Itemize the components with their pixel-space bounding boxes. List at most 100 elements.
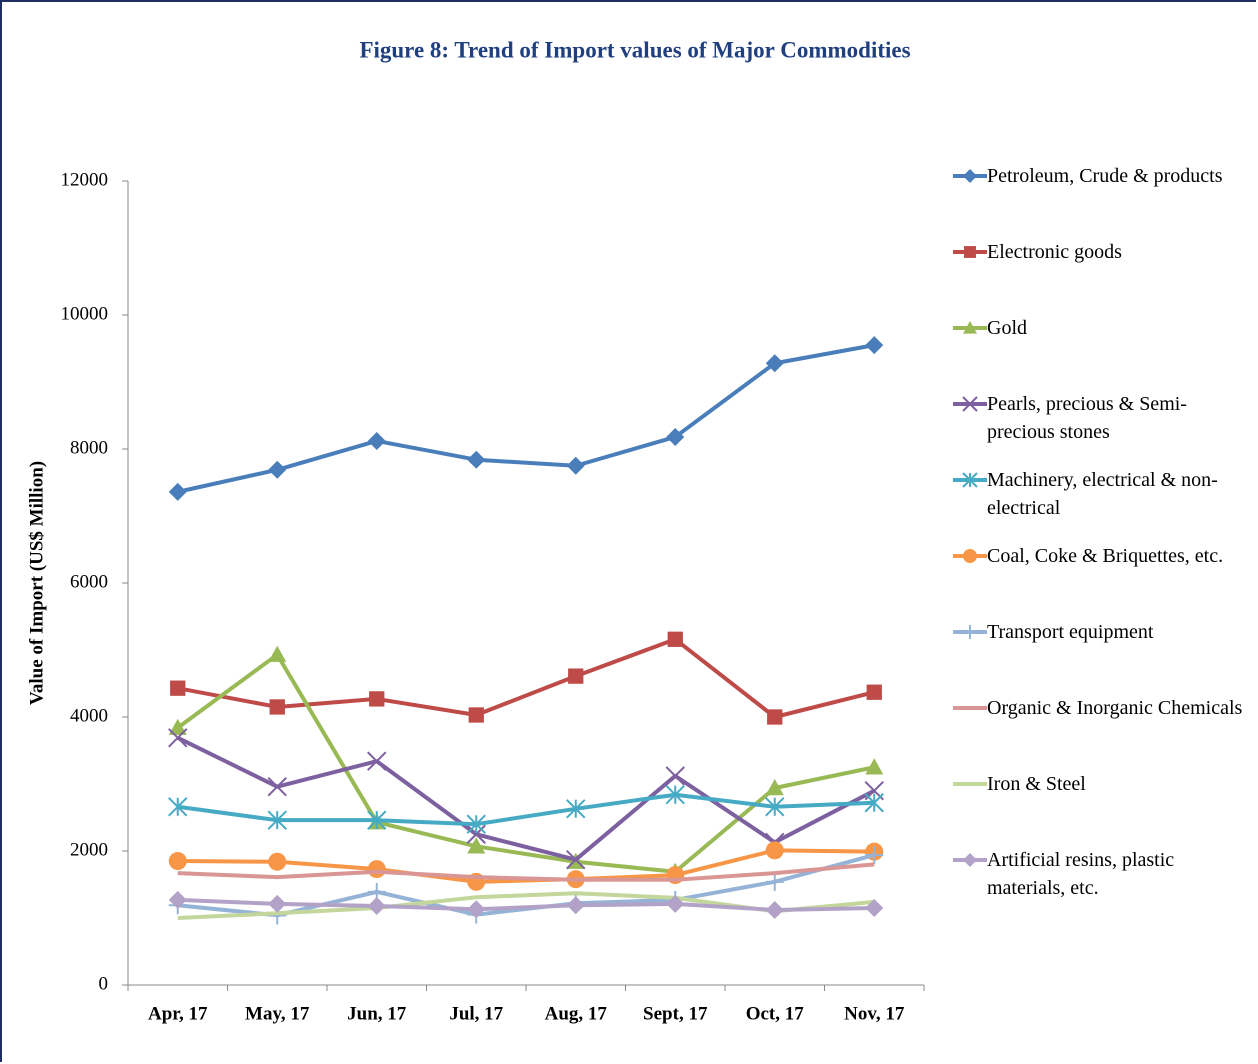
data-point: [566, 799, 586, 819]
data-point: [566, 850, 586, 870]
legend-item: Machinery, electrical & non-electrical: [953, 468, 1253, 522]
x-tick-label: Oct, 17: [746, 1003, 805, 1024]
data-point: [467, 837, 486, 854]
legend-label: Coal, Coke & Briquettes, etc.: [987, 545, 1224, 567]
marker: [963, 169, 977, 183]
data-point: [468, 707, 484, 723]
legend-item: Petroleum, Crude & products: [953, 164, 1253, 190]
data-point: [268, 645, 287, 662]
legend-label: Iron & Steel: [987, 773, 1086, 795]
marker: [963, 853, 977, 867]
legend-label: Petroleum, Crude & products: [987, 165, 1223, 187]
y-tick-label: 6000: [70, 571, 108, 592]
data-point: [367, 896, 386, 915]
data-point: [267, 810, 287, 830]
data-point: [765, 779, 784, 796]
legend-item: Iron & Steel: [953, 772, 1253, 798]
legend-swatch: [953, 782, 987, 786]
data-point: [866, 684, 882, 700]
marker: [964, 246, 976, 258]
data-point: [765, 354, 784, 373]
legend-swatch: [953, 472, 987, 488]
series-line: [177, 792, 875, 827]
y-tick-label: 0: [99, 973, 109, 994]
y-tick-label: 8000: [70, 437, 108, 458]
data-point: [765, 900, 784, 919]
series-line: [176, 735, 876, 862]
legend-label: Organic & Inorganic Chemicals: [987, 697, 1243, 719]
data-point: [170, 680, 186, 696]
data-point: [568, 668, 584, 684]
data-point: [268, 852, 287, 871]
data-point: [865, 846, 884, 865]
series-line: [177, 848, 875, 884]
data-point: [667, 631, 683, 647]
legend-swatch: [953, 853, 987, 867]
y-tick-label: 4000: [70, 705, 108, 726]
marker: [962, 396, 978, 412]
data-point: [367, 860, 386, 879]
data-point: [168, 852, 187, 871]
series-line: [177, 637, 875, 719]
marker: [963, 549, 977, 563]
legend-label: Gold: [987, 317, 1027, 339]
y-tick-label: 12000: [61, 169, 109, 190]
legend-label: Machinery, electrical & non-electrical: [987, 469, 1218, 519]
x-tick-label: Apr, 17: [148, 1003, 208, 1024]
legend-label: Electronic goods: [987, 241, 1122, 263]
legend-swatch: [953, 246, 987, 258]
series-line: [177, 862, 875, 882]
data-point: [367, 751, 387, 771]
data-point: [865, 898, 884, 917]
x-tick-label: Jul, 17: [449, 1003, 503, 1024]
series-line: [177, 897, 875, 912]
data-point: [268, 894, 287, 913]
data-point: [268, 460, 287, 479]
legend-item: Artificial resins, plastic materials, et…: [953, 848, 1253, 902]
legend-label: Pearls, precious & Semi-precious stones: [987, 393, 1187, 443]
legend-item: Electronic goods: [953, 240, 1253, 266]
data-point: [467, 900, 486, 919]
data-point: [168, 718, 187, 735]
data-point: [168, 890, 187, 909]
legend-swatch: [953, 549, 987, 563]
data-point: [865, 758, 884, 775]
data-point: [765, 797, 785, 817]
data-point: [765, 872, 784, 891]
x-tick-label: Sept, 17: [643, 1003, 708, 1024]
data-point: [666, 427, 685, 446]
legend-item: Pearls, precious & Semi-precious stones: [953, 392, 1253, 446]
data-point: [367, 431, 386, 450]
series-line: [177, 343, 875, 494]
data-point: [864, 793, 884, 813]
legend-item: Coal, Coke & Briquettes, etc.: [953, 544, 1253, 570]
data-point: [466, 814, 486, 834]
marker: [962, 472, 978, 488]
x-tick-label: Jun, 17: [347, 1003, 407, 1024]
legend-label: Transport equipment: [987, 621, 1154, 643]
data-point: [765, 841, 784, 860]
y-axis-label: Value of Import (US$ Million): [26, 461, 47, 705]
data-point: [168, 797, 188, 817]
x-tick-label: May, 17: [245, 1003, 310, 1024]
x-tick-label: Nov, 17: [844, 1003, 905, 1024]
chart-title: Figure 8: Trend of Import values of Majo…: [359, 37, 910, 62]
data-point: [665, 785, 685, 805]
data-point: [865, 336, 884, 355]
data-point: [267, 776, 287, 797]
legend-swatch: [953, 321, 987, 334]
legend-item: Transport equipment: [953, 620, 1253, 646]
data-point: [269, 699, 285, 715]
data-point: [369, 691, 385, 707]
data-point: [168, 728, 188, 748]
legend-swatch: [953, 169, 987, 183]
y-tick-label: 2000: [70, 839, 108, 860]
y-tick-label: 10000: [61, 303, 109, 324]
x-tick-label: Aug, 17: [545, 1003, 608, 1024]
data-point: [168, 482, 187, 501]
legend-swatch: [953, 625, 987, 639]
legend-swatch: [953, 706, 987, 710]
data-point: [665, 766, 685, 786]
